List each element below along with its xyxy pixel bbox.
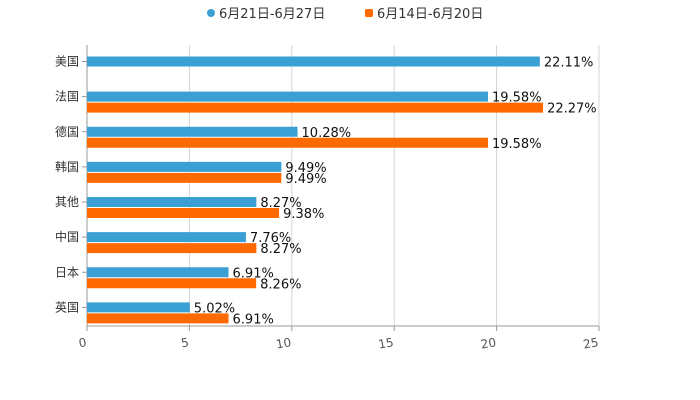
x-tick-label-25: 25 bbox=[582, 335, 599, 351]
category-label: 德国 bbox=[55, 124, 79, 139]
data-label: 19.58% bbox=[492, 91, 542, 106]
category-label: 中国 bbox=[55, 229, 79, 244]
data-label: 9.38% bbox=[283, 207, 324, 222]
bar-series-2[interactable] bbox=[87, 313, 229, 324]
data-label: 8.26% bbox=[260, 277, 301, 292]
bar-series-2[interactable] bbox=[87, 208, 280, 218]
bar-series-2[interactable] bbox=[87, 278, 257, 289]
bar-series-2[interactable] bbox=[87, 172, 282, 183]
bar-series-1[interactable] bbox=[87, 267, 229, 278]
category-label: 日本 bbox=[55, 265, 79, 279]
category-label: 韩国 bbox=[55, 159, 79, 174]
bars bbox=[87, 56, 544, 324]
legend-label-2[interactable]: 6月14日-6月20日 bbox=[377, 7, 483, 22]
x-tick-label-15: 15 bbox=[377, 335, 394, 351]
category-label: 其他 bbox=[55, 195, 79, 209]
category-label: 英国 bbox=[55, 300, 79, 314]
category-label: 美国 bbox=[55, 55, 79, 69]
data-label: 8.27% bbox=[260, 196, 301, 211]
bar-series-1[interactable] bbox=[87, 197, 257, 207]
legend-marker-2[interactable] bbox=[365, 9, 373, 17]
labels: 22.11% 19.58% 22.27% 10.28% 19.58% 9.49%9.49%… bbox=[194, 56, 597, 328]
legend-marker-1[interactable] bbox=[207, 9, 215, 17]
legend: 6月21日-6月27日 6月14日-6月20日 bbox=[207, 7, 483, 22]
bar-series-1[interactable] bbox=[87, 91, 488, 102]
x-tick-label-5: 5 bbox=[180, 335, 190, 350]
data-label: 9.49% bbox=[285, 172, 326, 187]
data-label: 7.76% bbox=[250, 231, 291, 246]
x-tick-label-0: 0 bbox=[78, 335, 88, 350]
bar-series-1[interactable] bbox=[87, 302, 190, 313]
data-label: 22.27% bbox=[547, 102, 597, 117]
bar-series-2[interactable] bbox=[87, 102, 544, 113]
bar-series-2[interactable] bbox=[87, 137, 488, 148]
x-tick-label-10: 10 bbox=[275, 335, 292, 351]
bar-series-1[interactable] bbox=[87, 161, 282, 172]
data-label: 6.91% bbox=[233, 312, 274, 327]
legend-label-1[interactable]: 6月21日-6月27日 bbox=[219, 7, 325, 22]
data-label: 6.91% bbox=[233, 266, 274, 281]
data-label: 9.49% bbox=[285, 161, 326, 176]
data-label: 5.02% bbox=[194, 301, 235, 316]
data-label: 10.28% bbox=[302, 126, 352, 141]
x-tick-label-20: 20 bbox=[480, 335, 497, 351]
category-label: 法国 bbox=[55, 90, 79, 104]
bar-series-1[interactable] bbox=[87, 126, 298, 137]
bar-series-2[interactable] bbox=[87, 243, 257, 254]
bar-series-1[interactable] bbox=[87, 232, 246, 243]
data-label: 22.11% bbox=[544, 56, 594, 71]
data-label: 8.27% bbox=[260, 242, 301, 257]
bar-series-1[interactable] bbox=[87, 56, 540, 67]
data-label: 19.58% bbox=[492, 137, 542, 152]
